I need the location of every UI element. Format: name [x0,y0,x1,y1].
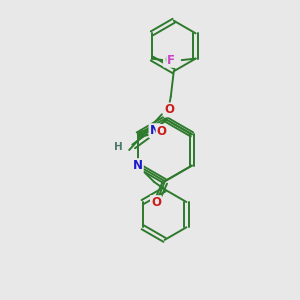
Text: N: N [149,124,160,137]
Text: F: F [167,54,175,67]
Text: O: O [164,103,174,116]
Text: N: N [133,159,143,172]
Text: O: O [151,196,161,209]
Text: O: O [157,125,166,138]
Text: Cl: Cl [164,54,177,67]
Text: H: H [114,142,123,152]
